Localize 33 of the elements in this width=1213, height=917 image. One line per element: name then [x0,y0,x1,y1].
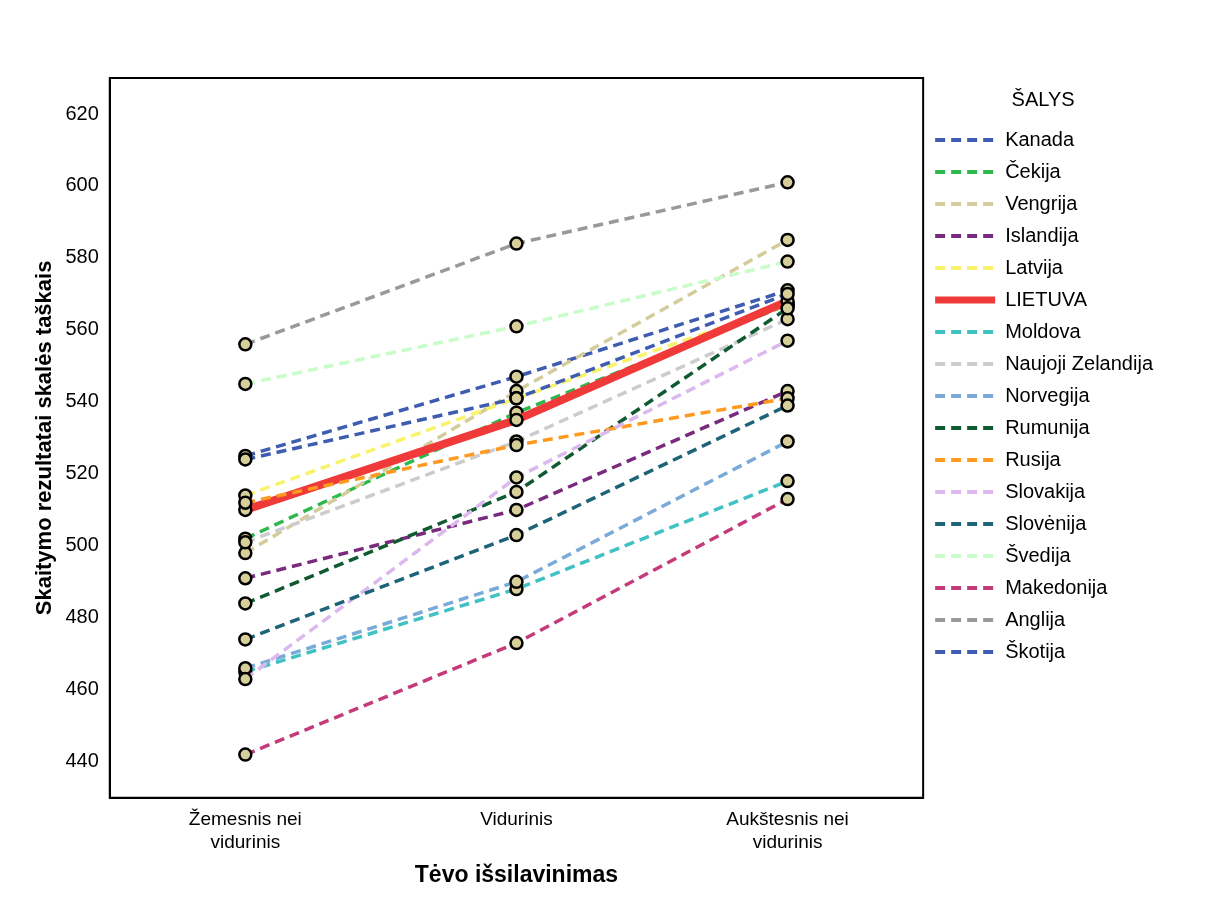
legend-label: Islandija [1005,223,1080,246]
y-tick-label: 480 [65,605,99,628]
y-tick-label: 460 [65,677,99,700]
legend-label: Makedonija [1005,575,1109,598]
legend-label: Norvegija [1005,383,1091,406]
legend-label: Škotija [1005,639,1067,662]
x-tick-label: Žemesnis nei vidurinis [188,808,302,853]
legend-label: Rumunija [1005,415,1091,438]
legend-label: Vengrija [1005,191,1079,214]
y-tick-label: 600 [65,173,99,196]
y-tick-label: 580 [65,245,99,268]
y-tick-label: 520 [65,461,99,484]
legend-label: LIETUVA [1005,287,1088,310]
legend-title: ŠALYS [1011,87,1075,110]
legend-label: Slovakija [1005,479,1087,502]
legend-label: Naujoji Zelandija [1005,351,1154,374]
y-tick-label: 620 [65,101,99,124]
legend-label: Moldova [1005,319,1082,342]
legend-label: Latvija [1005,255,1064,278]
y-tick-label: 560 [65,317,99,340]
legend-label: Kanada [1005,127,1075,150]
legend-label: Slovėnija [1005,511,1088,534]
legend-label: Rusija [1005,447,1062,470]
y-tick-label: 440 [65,749,99,772]
legend-label: Čekija [1005,159,1062,182]
y-tick-label: 500 [65,533,99,556]
x-tick-label: Aukštesnis nei vidurinis [726,808,849,853]
legend-label: Anglija [1005,607,1067,630]
x-tick-label: Vidurinis [480,808,553,830]
x-axis-title: Tėvo išsilavinimas [414,860,619,887]
legend-label: Švedija [1005,543,1072,566]
y-axis-title: Skaitymo rezultatai skalės taškais [31,260,57,616]
y-tick-label: 540 [65,389,99,412]
